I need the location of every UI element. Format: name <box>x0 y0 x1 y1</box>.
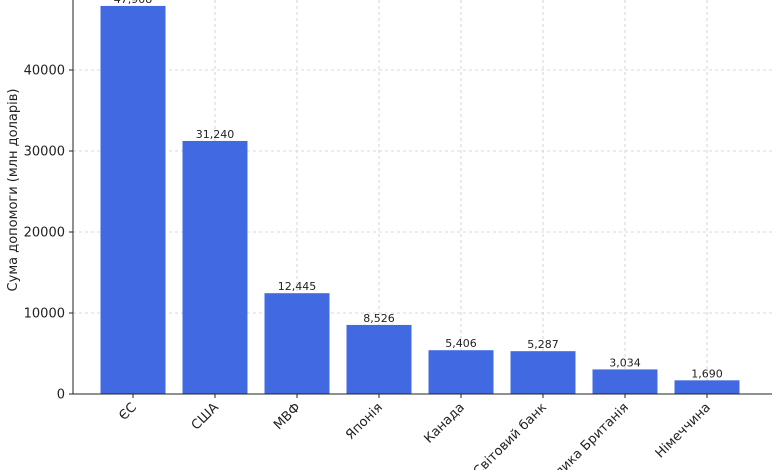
bar-value-label: 47,908 <box>114 0 153 6</box>
bar <box>182 140 248 394</box>
x-tick-label: США <box>189 400 222 433</box>
bar <box>592 369 658 394</box>
x-tick-label: Японія <box>343 400 386 443</box>
y-tick-label: 10000 <box>24 307 65 322</box>
bar-value-label: 31,240 <box>196 128 235 141</box>
x-tick-label: МВФ <box>271 400 304 433</box>
y-axis-label: Сума допомоги (млн доларів) <box>6 89 21 292</box>
bar <box>510 351 576 394</box>
bar-value-label: 3,034 <box>609 356 641 369</box>
x-tick-label: Світовий банк <box>471 400 550 470</box>
bar <box>674 380 740 394</box>
x-tick-label: ЄС <box>116 400 139 423</box>
x-tick-label: Канада <box>421 400 467 446</box>
bar-value-label: 12,445 <box>278 280 317 293</box>
bar-value-label: 5,406 <box>445 337 477 350</box>
x-tick-label: Велика Британія <box>540 400 632 470</box>
y-tick-label: 40000 <box>24 64 65 79</box>
bar <box>428 350 494 394</box>
bar <box>100 5 166 395</box>
x-tick-label: Німеччина <box>653 400 714 461</box>
bar-value-label: 5,287 <box>527 338 559 351</box>
y-tick-label: 20000 <box>24 226 65 241</box>
y-tick-label: 0 <box>57 388 65 403</box>
bar <box>346 324 412 394</box>
y-tick-label: 30000 <box>24 145 65 160</box>
bar-value-label: 1,690 <box>691 367 723 380</box>
bar-value-label: 8,526 <box>363 312 395 325</box>
bar <box>264 293 330 394</box>
